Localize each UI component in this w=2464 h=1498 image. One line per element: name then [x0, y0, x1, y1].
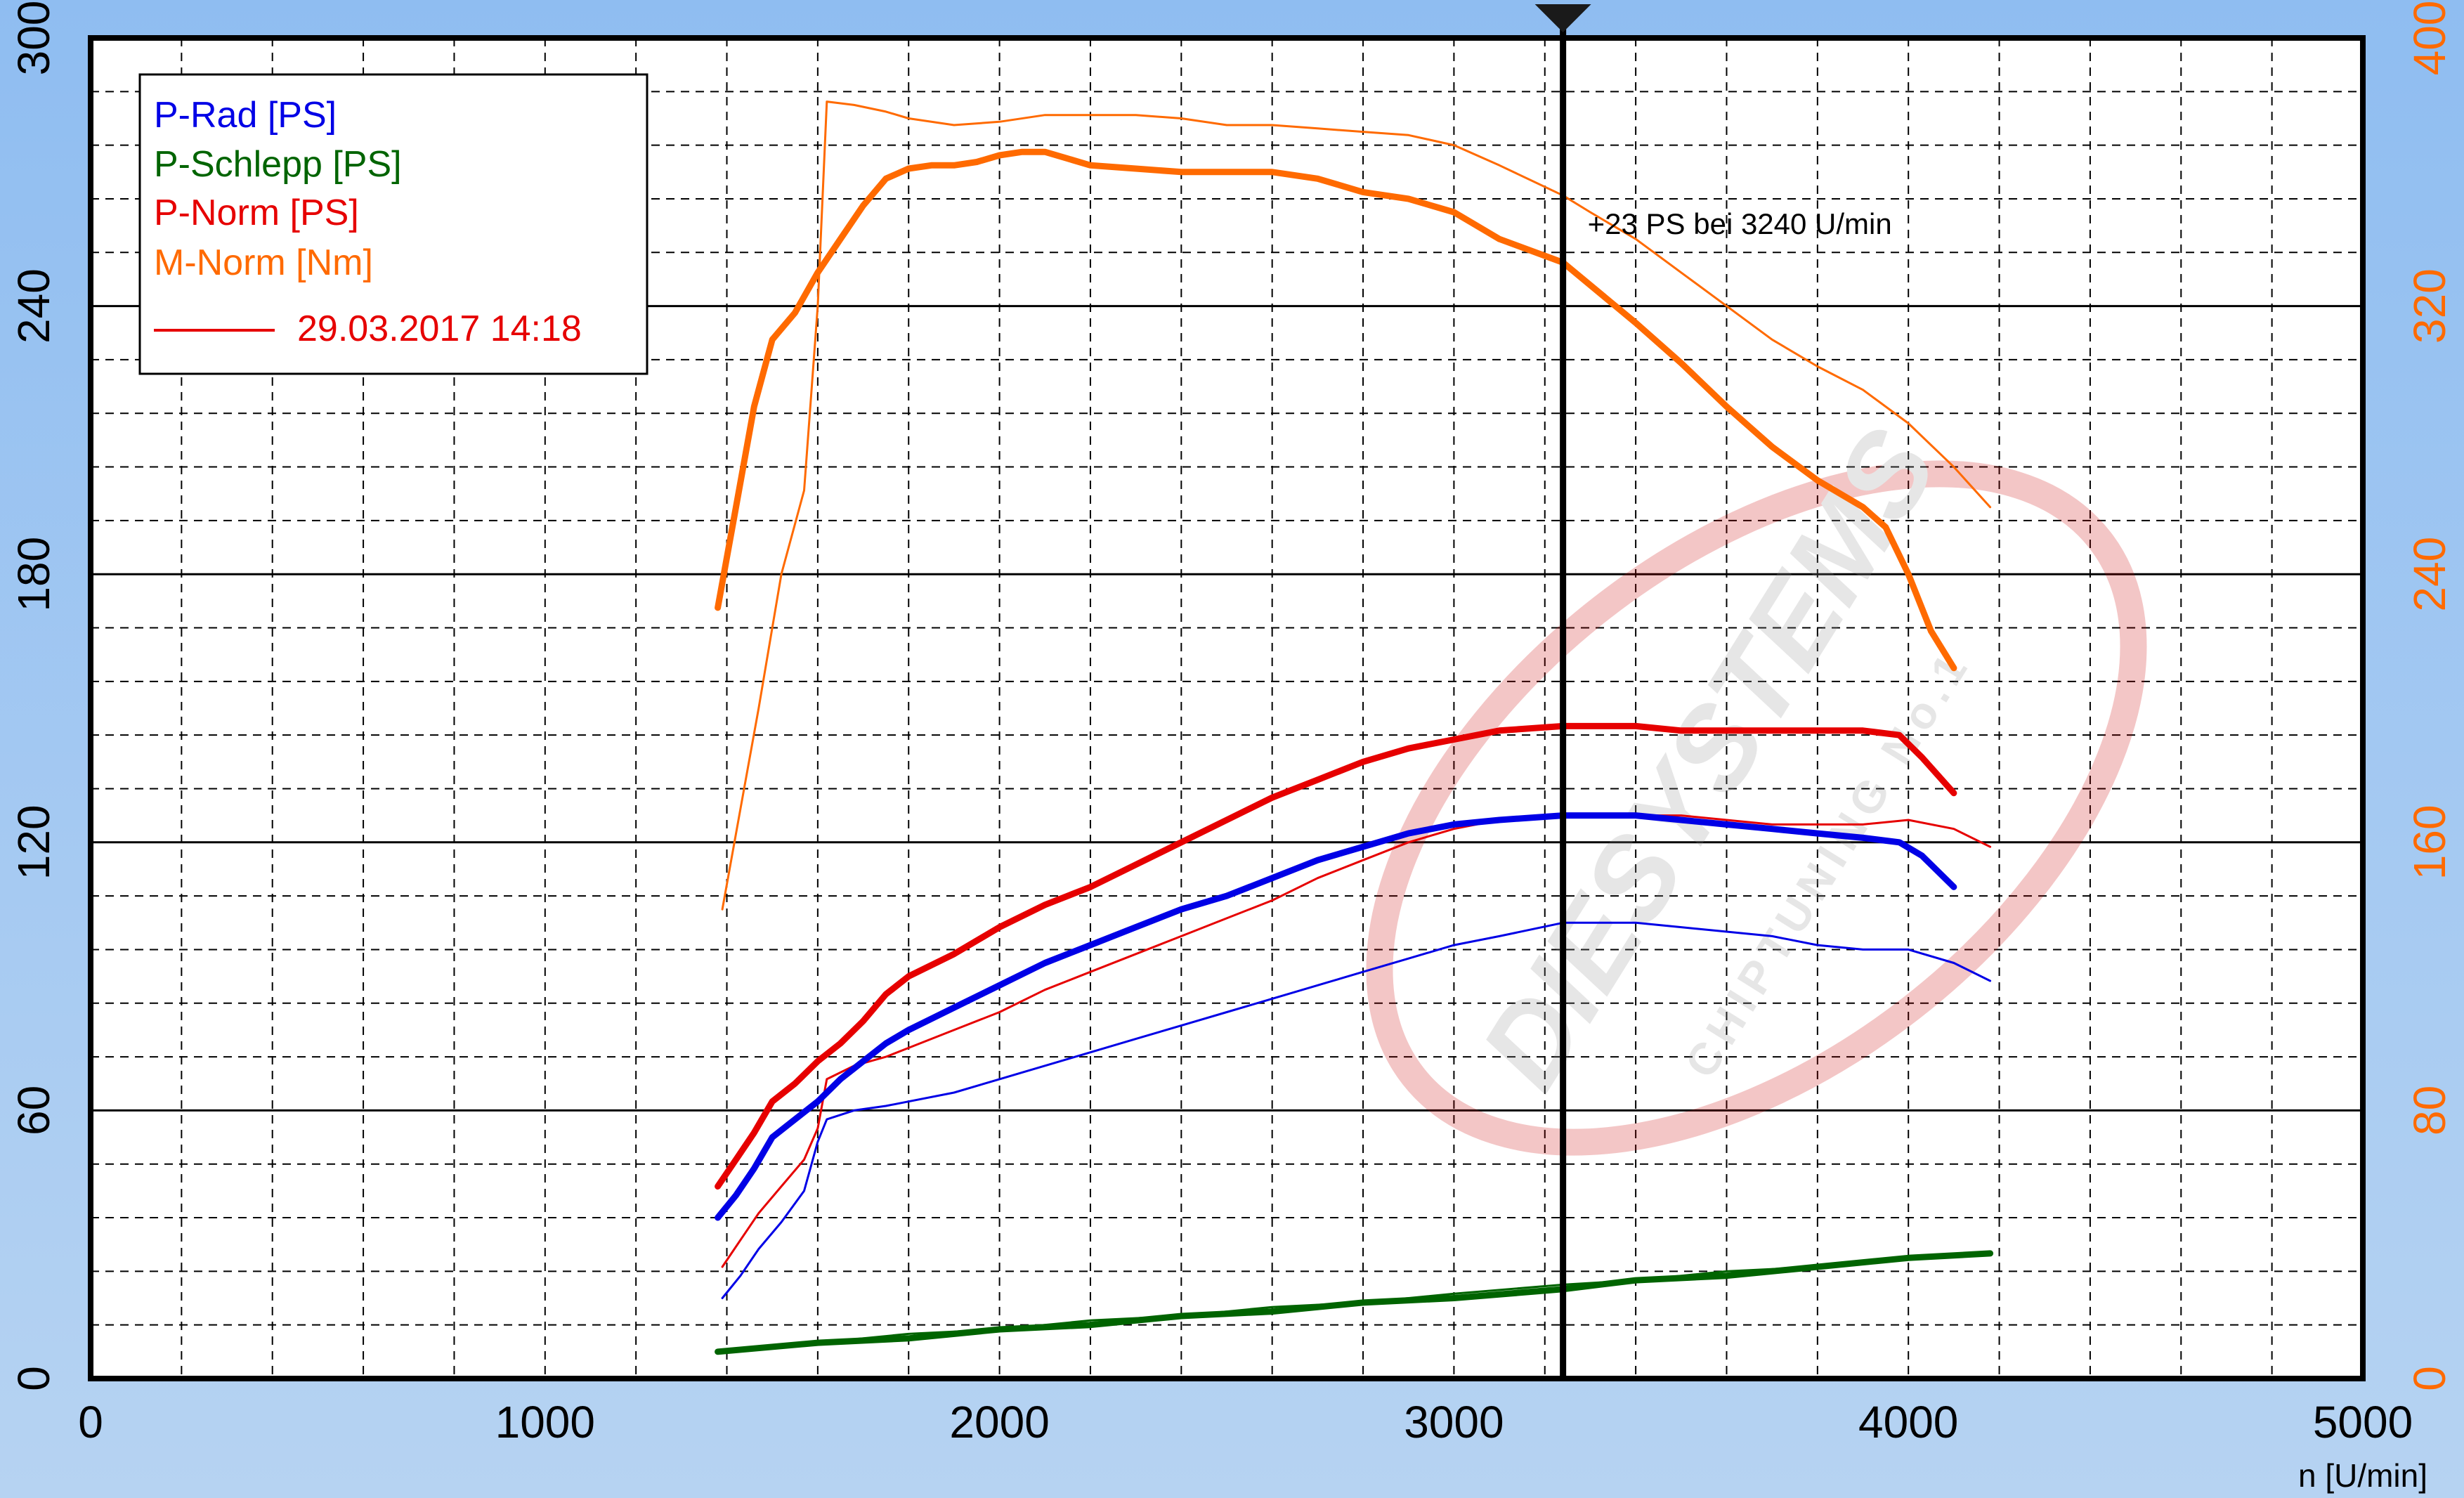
series-p-rad-ps-thick — [715, 812, 1957, 1221]
y-left-tick-label: 300 — [8, 1, 59, 76]
series-p-rad-ps-thin — [721, 921, 1992, 1299]
rpm-marker-handle[interactable] — [1534, 4, 1591, 32]
x-tick-label: 4000 — [1858, 1397, 1958, 1447]
legend-item-p-schlepp: P-Schlepp [PS] — [154, 144, 402, 185]
y-left-tick-label: 240 — [8, 268, 59, 344]
y-left-tick-label: 180 — [8, 537, 59, 612]
series-layer — [715, 100, 1994, 1355]
legend: P-Rad [PS] P-Schlepp [PS] P-Norm [PS] M-… — [138, 73, 648, 375]
series-m-norm-nm-thick — [715, 148, 1957, 672]
x-tick-label: 1000 — [495, 1397, 595, 1447]
legend-item-p-norm: P-Norm [PS] — [154, 193, 359, 233]
y-right-tick-label: 240 — [2404, 537, 2455, 612]
series-p-schlepp-ps-thin — [717, 1252, 1992, 1353]
grid — [91, 38, 2363, 1379]
plot-border — [88, 35, 2366, 1381]
y-right-tick-label: 400 — [2404, 1, 2455, 76]
legend-item-m-norm: M-Norm [Nm] — [154, 242, 373, 283]
y-left-tick-label: 0 — [8, 1366, 59, 1391]
annotation-text: +23 PS bei 3240 U/min — [1588, 207, 1892, 240]
series-p-norm-ps-thick — [715, 722, 1957, 1190]
legend-box — [138, 73, 648, 375]
y-right-tick-label: 80 — [2404, 1086, 2455, 1135]
x-tick-label: 2000 — [949, 1397, 1049, 1447]
x-axis-label: n [U/min] — [2298, 1457, 2427, 1494]
watermark-swoosh — [1366, 460, 2147, 1156]
y-left-tick-label: 120 — [8, 805, 59, 880]
series-p-norm-ps-thin — [721, 814, 1992, 1268]
y-left-tick-label: 60 — [8, 1086, 59, 1135]
legend-comparison-date: 29.03.2017 14:18 — [297, 308, 582, 349]
y-right-tick-label: 320 — [2404, 268, 2455, 344]
x-tick-label: 3000 — [1404, 1397, 1504, 1447]
x-tick-label: 0 — [78, 1397, 103, 1447]
x-tick-label: 5000 — [2313, 1397, 2413, 1447]
axes: 0 1000 2000 3000 4000 50000601201802403000801… — [8, 1, 2455, 1447]
legend-item-p-rad: P-Rad [PS] — [154, 95, 337, 136]
y-right-tick-label: 160 — [2404, 805, 2455, 880]
y-right-tick-label: 0 — [2404, 1366, 2455, 1391]
series-m-norm-nm-thin — [721, 100, 1992, 911]
